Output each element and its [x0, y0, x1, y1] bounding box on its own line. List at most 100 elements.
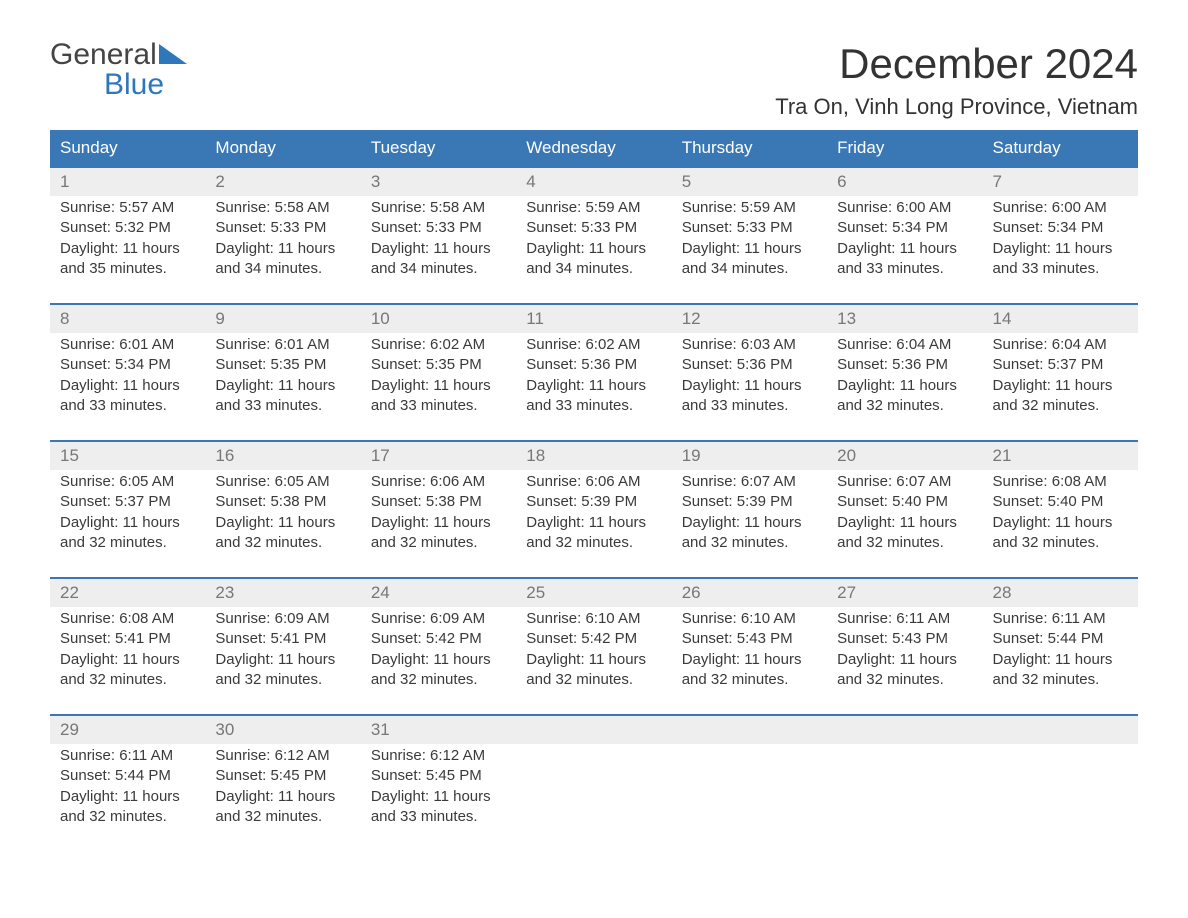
day-number: 28 [993, 583, 1012, 602]
day-number: 15 [60, 446, 79, 465]
day-detail-cell: Sunrise: 6:01 AMSunset: 5:34 PMDaylight:… [50, 333, 205, 441]
day-sunset: Sunset: 5:34 PM [60, 355, 195, 375]
day-number-cell: 27 [827, 578, 982, 607]
day-sunrise: Sunrise: 6:11 AM [837, 609, 972, 629]
title-block: December 2024 Tra On, Vinh Long Province… [775, 40, 1138, 120]
day-number: 22 [60, 583, 79, 602]
day-number-cell: 25 [516, 578, 671, 607]
day-number-cell: 30 [205, 715, 360, 744]
day-daylight1: Daylight: 11 hours [682, 650, 817, 670]
day-sunrise: Sunrise: 6:05 AM [60, 472, 195, 492]
day-number-cell: 1 [50, 167, 205, 196]
day-daylight2: and 33 minutes. [993, 259, 1128, 279]
day-sunrise: Sunrise: 6:01 AM [215, 335, 350, 355]
day-number-cell [827, 715, 982, 744]
day-detail-cell: Sunrise: 6:00 AMSunset: 5:34 PMDaylight:… [983, 196, 1138, 304]
day-sunset: Sunset: 5:33 PM [371, 218, 506, 238]
day-sunrise: Sunrise: 6:06 AM [526, 472, 661, 492]
day-sunrise: Sunrise: 6:03 AM [682, 335, 817, 355]
day-detail-cell: Sunrise: 5:58 AMSunset: 5:33 PMDaylight:… [361, 196, 516, 304]
day-daylight1: Daylight: 11 hours [215, 513, 350, 533]
day-number: 3 [371, 172, 380, 191]
day-daylight2: and 33 minutes. [60, 396, 195, 416]
day-daylight2: and 33 minutes. [682, 396, 817, 416]
day-detail-cell: Sunrise: 6:06 AMSunset: 5:38 PMDaylight:… [361, 470, 516, 578]
day-sunrise: Sunrise: 6:01 AM [60, 335, 195, 355]
day-daylight1: Daylight: 11 hours [526, 239, 661, 259]
weekday-header: Saturday [983, 130, 1138, 167]
day-number-cell: 8 [50, 304, 205, 333]
day-sunrise: Sunrise: 6:07 AM [682, 472, 817, 492]
day-number: 9 [215, 309, 224, 328]
weekday-header: Tuesday [361, 130, 516, 167]
day-detail-cell: Sunrise: 6:08 AMSunset: 5:41 PMDaylight:… [50, 607, 205, 715]
day-number: 26 [682, 583, 701, 602]
day-number-cell: 14 [983, 304, 1138, 333]
day-detail-cell: Sunrise: 6:10 AMSunset: 5:43 PMDaylight:… [672, 607, 827, 715]
day-sunset: Sunset: 5:35 PM [215, 355, 350, 375]
day-sunrise: Sunrise: 6:12 AM [215, 746, 350, 766]
day-detail-cell [827, 744, 982, 851]
day-number-row: 22232425262728 [50, 578, 1138, 607]
day-daylight1: Daylight: 11 hours [837, 239, 972, 259]
day-sunset: Sunset: 5:41 PM [60, 629, 195, 649]
day-number: 5 [682, 172, 691, 191]
day-sunset: Sunset: 5:39 PM [682, 492, 817, 512]
day-daylight2: and 33 minutes. [215, 396, 350, 416]
day-detail-row: Sunrise: 6:05 AMSunset: 5:37 PMDaylight:… [50, 470, 1138, 578]
day-number-row: 15161718192021 [50, 441, 1138, 470]
day-number-cell: 28 [983, 578, 1138, 607]
day-sunset: Sunset: 5:33 PM [215, 218, 350, 238]
day-number-cell: 29 [50, 715, 205, 744]
day-detail-cell: Sunrise: 5:59 AMSunset: 5:33 PMDaylight:… [516, 196, 671, 304]
day-daylight2: and 32 minutes. [526, 670, 661, 690]
day-number-cell: 26 [672, 578, 827, 607]
day-sunrise: Sunrise: 5:58 AM [215, 198, 350, 218]
day-number: 16 [215, 446, 234, 465]
day-daylight2: and 33 minutes. [371, 396, 506, 416]
day-sunrise: Sunrise: 5:58 AM [371, 198, 506, 218]
day-number-cell: 2 [205, 167, 360, 196]
day-number-cell [983, 715, 1138, 744]
page-header: General Blue December 2024 Tra On, Vinh … [50, 40, 1138, 120]
day-daylight2: and 34 minutes. [526, 259, 661, 279]
day-sunrise: Sunrise: 6:12 AM [371, 746, 506, 766]
day-sunset: Sunset: 5:40 PM [993, 492, 1128, 512]
day-daylight2: and 33 minutes. [371, 807, 506, 827]
day-number-cell: 22 [50, 578, 205, 607]
day-sunset: Sunset: 5:36 PM [837, 355, 972, 375]
day-detail-cell: Sunrise: 6:11 AMSunset: 5:44 PMDaylight:… [50, 744, 205, 851]
day-daylight1: Daylight: 11 hours [60, 513, 195, 533]
day-sunset: Sunset: 5:38 PM [371, 492, 506, 512]
day-number: 29 [60, 720, 79, 739]
day-sunrise: Sunrise: 6:09 AM [215, 609, 350, 629]
day-sunrise: Sunrise: 6:05 AM [215, 472, 350, 492]
day-sunset: Sunset: 5:33 PM [682, 218, 817, 238]
day-detail-row: Sunrise: 6:11 AMSunset: 5:44 PMDaylight:… [50, 744, 1138, 851]
day-daylight1: Daylight: 11 hours [993, 239, 1128, 259]
day-number-row: 1234567 [50, 167, 1138, 196]
day-detail-cell [672, 744, 827, 851]
day-detail-cell [983, 744, 1138, 851]
day-sunset: Sunset: 5:36 PM [526, 355, 661, 375]
day-sunset: Sunset: 5:43 PM [837, 629, 972, 649]
day-daylight1: Daylight: 11 hours [526, 376, 661, 396]
weekday-header: Monday [205, 130, 360, 167]
day-detail-cell: Sunrise: 6:10 AMSunset: 5:42 PMDaylight:… [516, 607, 671, 715]
day-number: 21 [993, 446, 1012, 465]
day-sunset: Sunset: 5:32 PM [60, 218, 195, 238]
day-daylight1: Daylight: 11 hours [215, 650, 350, 670]
day-detail-row: Sunrise: 6:01 AMSunset: 5:34 PMDaylight:… [50, 333, 1138, 441]
day-number: 19 [682, 446, 701, 465]
day-number-cell: 20 [827, 441, 982, 470]
day-number-cell [672, 715, 827, 744]
day-number: 31 [371, 720, 390, 739]
day-daylight2: and 32 minutes. [215, 670, 350, 690]
weekday-header: Friday [827, 130, 982, 167]
brand-arrow-icon [159, 40, 187, 70]
day-number-cell: 15 [50, 441, 205, 470]
day-sunrise: Sunrise: 6:06 AM [371, 472, 506, 492]
day-number: 23 [215, 583, 234, 602]
day-detail-cell: Sunrise: 6:07 AMSunset: 5:39 PMDaylight:… [672, 470, 827, 578]
day-detail-cell: Sunrise: 6:07 AMSunset: 5:40 PMDaylight:… [827, 470, 982, 578]
